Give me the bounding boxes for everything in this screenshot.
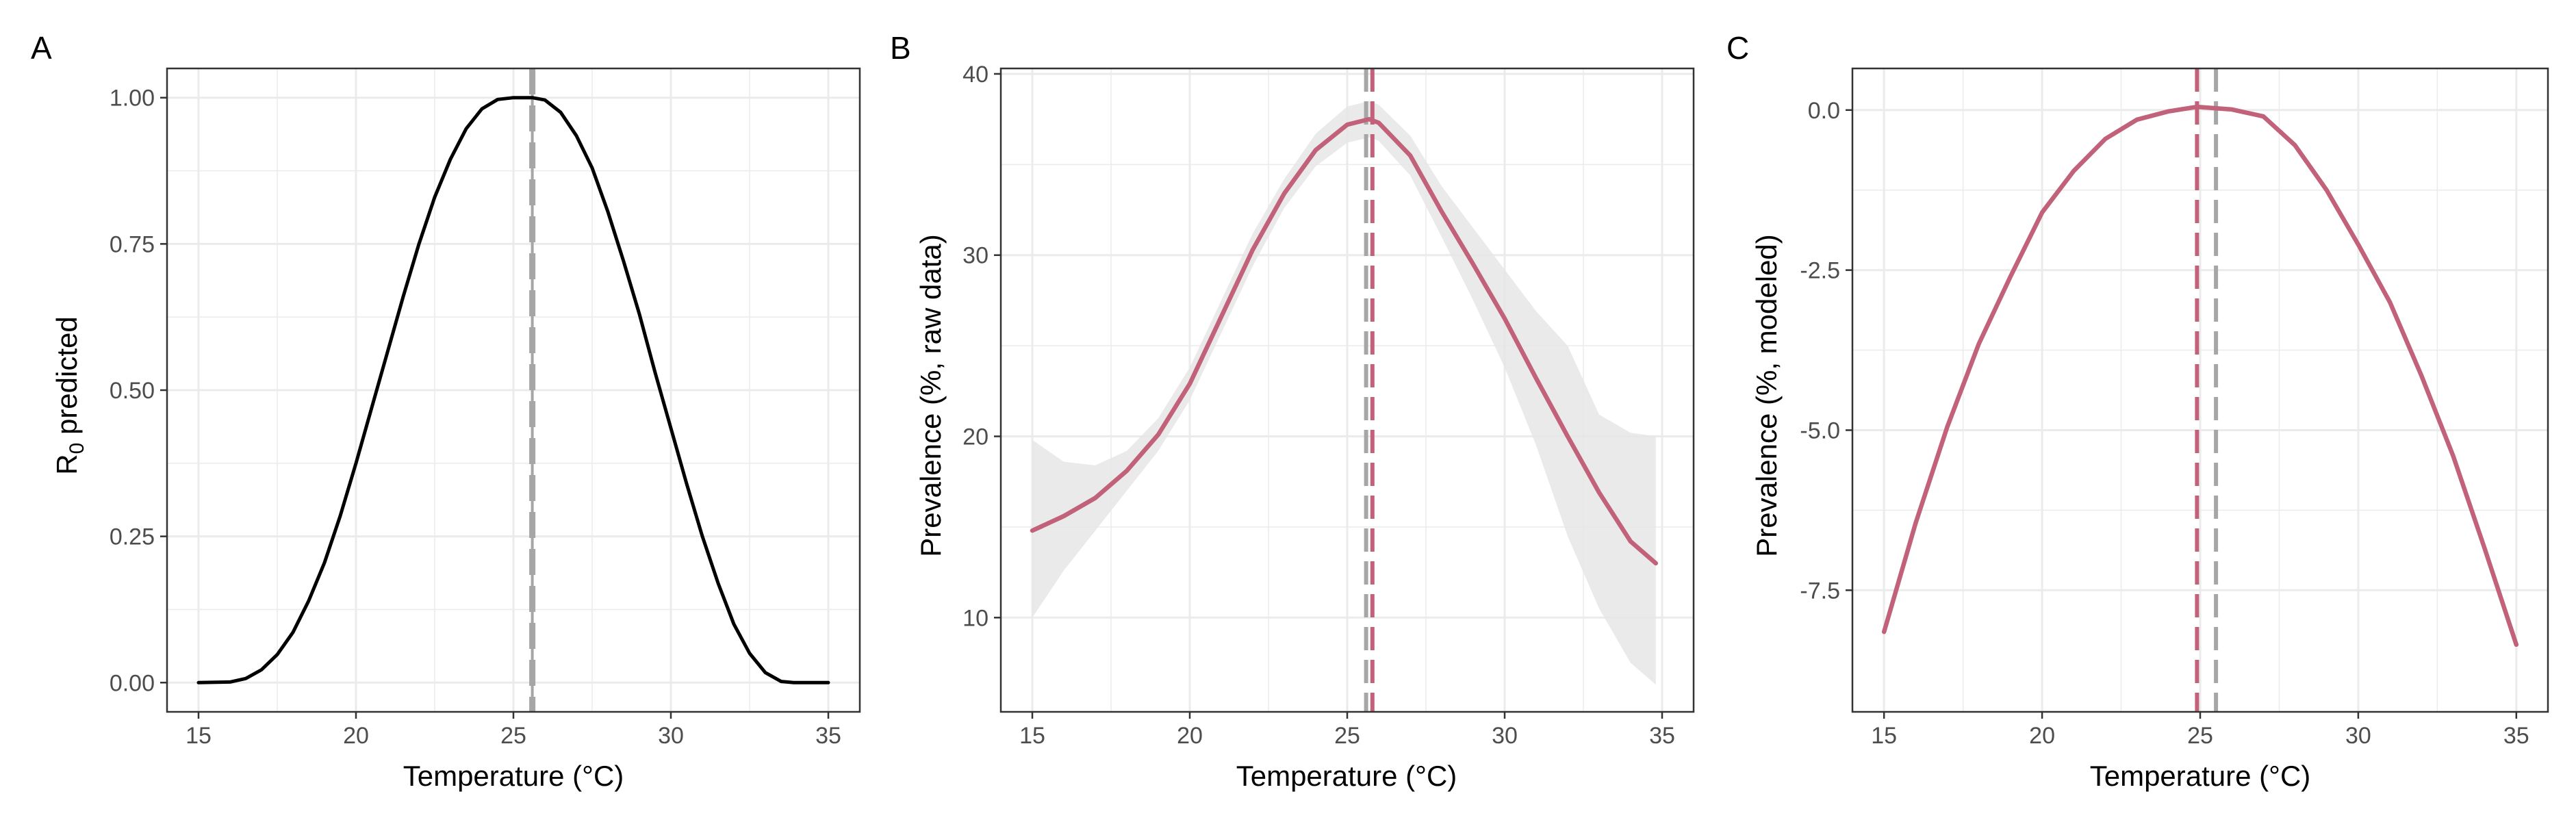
x-tick-label: 25: [500, 723, 526, 749]
confidence-band: [1032, 101, 1656, 685]
y-tick-label: 0.75: [110, 231, 155, 257]
x-tick-label: 35: [2503, 723, 2529, 749]
x-tick-label: 25: [1334, 723, 1360, 749]
y-tick-label: 0.0: [1808, 98, 1840, 124]
x-tick-label: 25: [2187, 723, 2213, 749]
panel-b-plot: 15 20 25 30 35 10 20 30 40: [962, 62, 1695, 749]
series-line: [1030, 116, 1659, 566]
panel-b: 15 20 25 30 35 10 20 30 40 B Temperature (°C) Pr…: [890, 30, 1695, 792]
y-tick-label: -2.5: [1800, 258, 1840, 284]
panel-a-x-axis-title: Temperature (°C): [403, 760, 624, 792]
x-tick-label: 15: [186, 723, 212, 749]
y-tick-label: 0.25: [110, 524, 155, 550]
y-tick-label: -7.5: [1800, 578, 1840, 604]
x-tick-label: 30: [1492, 723, 1518, 749]
panel-c: 15 20 25 30 35 -7.5 -5.0 -2.5 0.0 C Temperature …: [1726, 30, 2549, 792]
panel-b-x-axis-title: Temperature (°C): [1236, 760, 1457, 792]
panel-a-y-axis-title: R0 predicted: [51, 316, 88, 474]
y-tick-label: 10: [962, 605, 989, 631]
series-line: [196, 96, 830, 684]
y-tick-label: 20: [962, 424, 989, 450]
panel-c-letter: C: [1726, 30, 1749, 66]
y-tick-label: 1.00: [110, 86, 155, 112]
x-tick-label: 20: [343, 723, 369, 749]
x-tick-label: 20: [1177, 723, 1203, 749]
y-tick-label: 30: [962, 243, 989, 269]
panel-c-x-axis-title: Temperature (°C): [2090, 760, 2311, 792]
y-tick-label: 0.50: [110, 378, 155, 404]
y-tick-label: 0.00: [110, 670, 155, 696]
x-tick-label: 35: [815, 723, 841, 749]
x-tick-label: 30: [2345, 723, 2371, 749]
panel-b-letter: B: [890, 30, 911, 66]
panel-c-y-axis-title: Prevalence (%, modeled): [1750, 234, 1783, 557]
x-tick-label: 30: [658, 723, 684, 749]
x-tick-label: 20: [2029, 723, 2055, 749]
x-tick-label: 15: [1871, 723, 1897, 749]
panel-a-plot: 15 20 25 30 35 0.00 0.25 0.50 0.75 1.00: [110, 67, 861, 749]
panel-a-letter: A: [31, 30, 52, 66]
x-tick-label: 35: [1649, 723, 1675, 749]
panel-b-y-axis-title: Prevalence (%, raw data): [915, 234, 947, 557]
x-tick-label: 15: [1019, 723, 1045, 749]
panel-c-plot: 15 20 25 30 35 -7.5 -5.0 -2.5 0.0: [1800, 67, 2549, 749]
y-tick-label: 40: [962, 62, 989, 88]
panel-a: 15 20 25 30 35 0.00 0.25 0.50 0.75 1.00 A Tempera…: [31, 30, 861, 792]
series-line: [1881, 104, 2519, 648]
y-tick-label: -5.0: [1800, 418, 1840, 444]
